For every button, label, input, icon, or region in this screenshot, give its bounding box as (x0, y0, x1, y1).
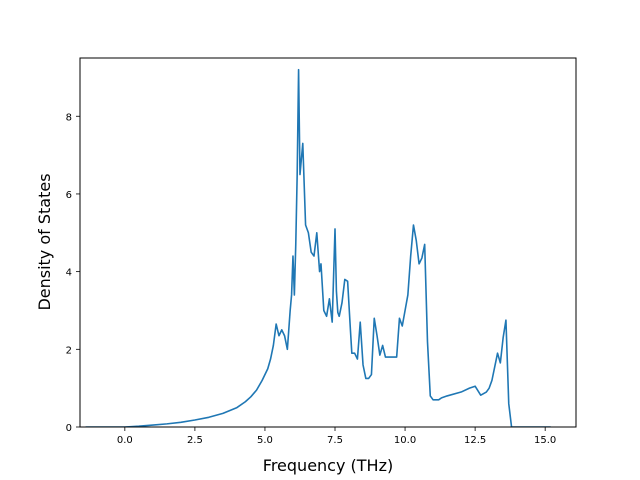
x-tick-label: 5.0 (257, 435, 273, 446)
y-axis-label: Density of States (35, 173, 54, 310)
x-axis-label: Frequency (THz) (263, 456, 393, 475)
y-tick-label: 4 (66, 268, 72, 279)
plot-frame (79, 57, 577, 428)
plot-content (85, 68, 551, 427)
y-axis-ticks: 0 2 4 6 8 (66, 112, 80, 434)
plot-area-background (80, 58, 576, 427)
x-axis-ticks: 0.0 2.5 5.0 7.5 10.0 12.5 15.0 (117, 427, 556, 446)
y-tick-label: 0 (66, 423, 72, 434)
x-tick-label: 15.0 (534, 435, 556, 446)
x-tick-label: 7.5 (327, 435, 343, 446)
x-tick-label: 12.5 (464, 435, 486, 446)
y-tick-label: 8 (66, 112, 72, 123)
dos-series-line (85, 68, 551, 427)
x-tick-label: 2.5 (187, 435, 203, 446)
x-tick-label: 0.0 (117, 435, 133, 446)
y-tick-label: 6 (66, 190, 72, 201)
x-tick-label: 10.0 (394, 435, 416, 446)
y-tick-label: 2 (66, 345, 72, 356)
